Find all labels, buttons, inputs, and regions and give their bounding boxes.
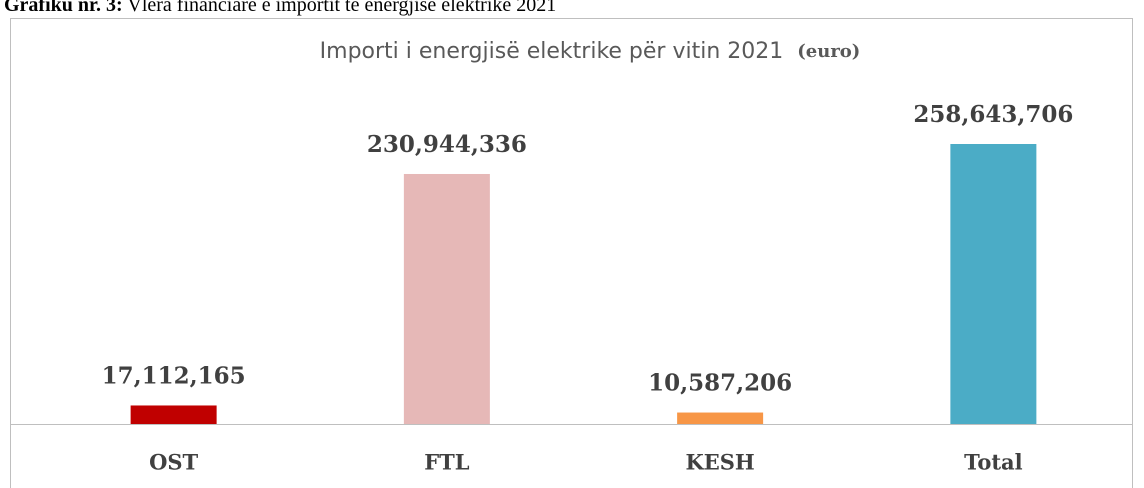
caption-text: Vlera financiare e importit të energjisë… bbox=[127, 0, 556, 16]
bar bbox=[950, 144, 1037, 424]
title-group: Importi i energjisë elektrike për vitin … bbox=[320, 39, 861, 64]
chart-title: Importi i energjisë elektrike për vitin … bbox=[320, 39, 784, 64]
value-label: 258,643,706 bbox=[913, 101, 1073, 128]
x-tick-label: OST bbox=[149, 450, 198, 475]
caption-label: Grafiku nr. 3: bbox=[4, 0, 123, 16]
chart-unit: (euro) bbox=[797, 41, 860, 62]
value-label: 230,944,336 bbox=[367, 131, 527, 158]
value-label: 10,587,206 bbox=[648, 370, 792, 397]
bar bbox=[130, 405, 217, 424]
bar bbox=[403, 173, 490, 424]
bar bbox=[677, 412, 764, 424]
x-tick-label: FTL bbox=[424, 450, 470, 475]
x-tick-label: KESH bbox=[685, 450, 754, 475]
value-label: 17,112,165 bbox=[102, 362, 246, 389]
caption: Grafiku nr. 3: Vlera financiare e import… bbox=[4, 0, 556, 16]
chart-frame bbox=[10, 18, 1133, 488]
x-tick-label: Total bbox=[964, 450, 1023, 475]
